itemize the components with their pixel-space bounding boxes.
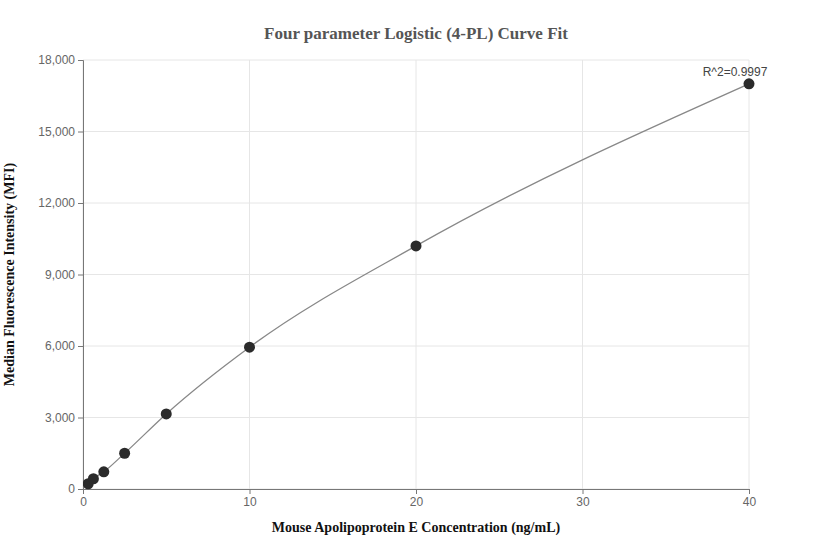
tick-mark <box>78 203 83 204</box>
tick-label: 0 <box>68 482 75 496</box>
chart: 0 10 20 30 40 0 3,000 6,000 9,000 12,000 15,000 18,… <box>0 0 832 560</box>
title: Four parameter Logistic (4-PL) Curve Fit <box>264 24 568 43</box>
grid-line <box>582 60 583 489</box>
tick-label: 40 <box>743 495 757 509</box>
tick-label: 3,000 <box>45 411 75 425</box>
tick-mark <box>749 489 750 494</box>
tick-mark <box>78 346 83 347</box>
tick-mark <box>583 489 584 494</box>
y-axis-title: Median Fluorescence Intensity (MFI) <box>2 163 18 387</box>
axis-line <box>78 61 84 490</box>
tick: 12,000 <box>38 196 83 210</box>
plot-area <box>83 78 755 489</box>
tick-mark <box>78 418 83 419</box>
tick-label: 18,000 <box>38 53 75 67</box>
data-point <box>244 342 255 353</box>
tick-label: 10 <box>243 495 257 509</box>
tick-label: 20 <box>410 495 424 509</box>
x-axis: 0 10 20 30 40 <box>80 489 756 509</box>
grid-line <box>749 60 750 489</box>
y-axis: 0 3,000 6,000 9,000 12,000 15,000 18,000 <box>38 53 83 496</box>
tick-mark <box>250 489 251 494</box>
fit-line <box>88 84 749 484</box>
tick-label: 12,000 <box>38 196 75 210</box>
tick-label: 9,000 <box>45 268 75 282</box>
tick: 40 <box>743 489 757 509</box>
axis-line <box>84 490 750 495</box>
tick-mark <box>78 489 83 490</box>
tick-mark <box>78 60 83 61</box>
x-axis-title: Mouse Apolipoprotein E Concentration (ng… <box>272 520 561 536</box>
data-point <box>161 408 172 419</box>
tick-label: 15,000 <box>38 125 75 139</box>
tick: 20 <box>410 489 424 509</box>
tick-label: 6,000 <box>45 339 75 353</box>
tick: 10 <box>243 489 257 509</box>
data-point <box>411 240 422 251</box>
tick-label: 30 <box>576 495 590 509</box>
tick-mark <box>416 489 417 494</box>
data-point <box>88 473 99 484</box>
tick-mark <box>78 275 83 276</box>
tick: 0 <box>80 489 87 509</box>
tick-label: 0 <box>80 495 87 509</box>
data-point <box>744 78 755 89</box>
tick: 0 <box>68 482 83 496</box>
grid-line <box>416 60 417 489</box>
tick: 6,000 <box>45 339 83 353</box>
tick: 30 <box>576 489 590 509</box>
data-point <box>119 448 130 459</box>
tick: 9,000 <box>45 268 83 282</box>
tick: 15,000 <box>38 125 83 139</box>
annotation: R^2=0.9997 <box>703 65 768 79</box>
data-point <box>98 466 109 477</box>
grid-line <box>249 60 250 489</box>
tick: 18,000 <box>38 53 83 67</box>
grid <box>83 60 749 489</box>
tick-mark <box>78 132 83 133</box>
tick: 3,000 <box>45 411 83 425</box>
